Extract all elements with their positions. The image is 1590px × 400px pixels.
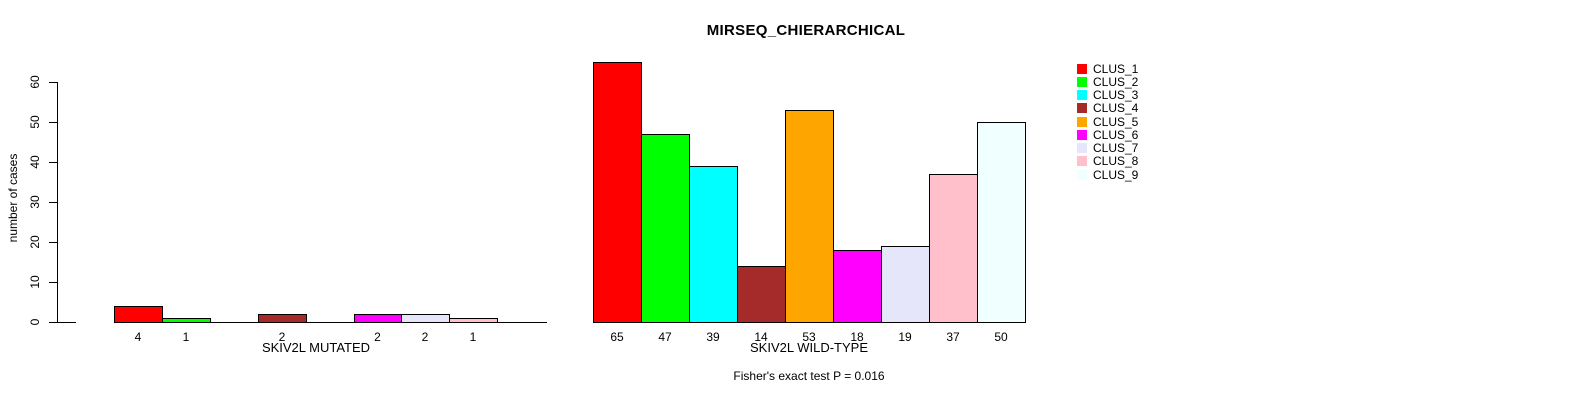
bar-clus_8 — [449, 318, 498, 323]
y-tick-mark — [49, 242, 57, 243]
legend-item-clus_4: CLUS_4 — [1077, 100, 1139, 115]
legend-swatch-icon — [1077, 116, 1087, 127]
y-tick-mark — [49, 162, 57, 163]
left-panel-baseline — [114, 322, 547, 323]
bar-clus_8 — [929, 174, 978, 323]
legend-swatch-icon — [1077, 129, 1087, 140]
bar-value-label: 50 — [994, 330, 1008, 344]
legend-swatch-icon — [1077, 155, 1087, 166]
legend-item-clus_3: CLUS_3 — [1077, 87, 1139, 102]
legend-swatch-icon — [1077, 76, 1087, 87]
legend-label: CLUS_8 — [1093, 153, 1139, 168]
legend-label: CLUS_1 — [1093, 61, 1139, 76]
legend-swatch-icon — [1077, 63, 1087, 74]
bar-clus_1 — [114, 306, 163, 323]
y-tick-label: 10 — [28, 275, 42, 289]
bar-value-label: 14 — [754, 330, 768, 344]
bar-value-label: 18 — [850, 330, 864, 344]
bar-clus_4 — [258, 314, 307, 323]
bar-value-label: 37 — [946, 330, 960, 344]
bar-clus_5 — [785, 110, 834, 323]
legend-label: CLUS_2 — [1093, 74, 1139, 89]
y-tick-mark — [49, 82, 57, 83]
y-tick-label: 20 — [28, 235, 42, 249]
left-panel-x-label: SKIV2L MUTATED — [261, 340, 371, 355]
bar-value-label: 2 — [278, 330, 286, 344]
bar-value-label: 2 — [374, 330, 381, 344]
bar-clus_2 — [162, 318, 211, 323]
chart-title: MIRSEQ_CHIERARCHICAL — [706, 22, 906, 39]
legend-label: CLUS_9 — [1093, 167, 1139, 182]
bar-value-label: 47 — [658, 330, 672, 344]
bar-value-label: 1 — [182, 330, 190, 344]
y-tick-mark — [49, 202, 57, 203]
fisher-test-annotation: Fisher's exact test P = 0.016 — [733, 369, 885, 383]
y-tick-mark — [49, 282, 57, 283]
legend-item-clus_8: CLUS_8 — [1077, 153, 1139, 168]
bar-value-label: 1 — [469, 330, 477, 344]
y-tick-label: 50 — [28, 115, 42, 129]
legend-label: CLUS_3 — [1093, 87, 1139, 102]
right-panel-x-label: SKIV2L WILD-TYPE — [750, 340, 868, 355]
bar-clus_6 — [833, 250, 882, 323]
y-tick-mark — [49, 322, 57, 323]
legend-item-clus_6: CLUS_6 — [1077, 127, 1139, 142]
bar-clus_9 — [977, 122, 1026, 323]
legend-swatch-icon — [1077, 89, 1087, 100]
y-axis-title: number of cases — [6, 153, 20, 243]
legend-label: CLUS_4 — [1093, 100, 1139, 115]
y-tick-label: 40 — [28, 155, 42, 169]
bar-value-label: 39 — [706, 330, 720, 344]
legend-item-clus_1: CLUS_1 — [1077, 61, 1139, 76]
bar-value-label: 19 — [898, 330, 912, 344]
legend-item-clus_9: CLUS_9 — [1077, 167, 1139, 182]
bar-clus_6 — [354, 314, 402, 323]
bar-value-label: 65 — [610, 330, 624, 344]
legend-item-clus_5: CLUS_5 — [1077, 114, 1139, 129]
bar-clus_2 — [641, 134, 690, 323]
bar-value-label: 4 — [134, 330, 142, 344]
x-axis-corner-stub — [57, 322, 76, 323]
y-tick-mark — [49, 122, 57, 123]
legend-swatch-icon — [1077, 142, 1087, 153]
legend-label: CLUS_6 — [1093, 127, 1139, 142]
bar-clus_7 — [401, 314, 450, 323]
bar-value-label: 53 — [802, 330, 816, 344]
bar-clus_7 — [881, 246, 930, 323]
legend-label: CLUS_7 — [1093, 140, 1139, 155]
legend-item-clus_7: CLUS_7 — [1077, 140, 1139, 155]
legend-swatch-icon — [1077, 102, 1087, 113]
bar-value-label: 2 — [421, 330, 429, 344]
legend-label: CLUS_5 — [1093, 114, 1139, 129]
bar-clus_4 — [737, 266, 786, 323]
legend-item-clus_2: CLUS_2 — [1077, 74, 1139, 89]
bar-clus_1 — [593, 62, 642, 323]
bar-clus_3 — [689, 166, 738, 323]
legend-swatch-icon — [1077, 169, 1087, 180]
y-tick-label: 60 — [28, 75, 42, 89]
y-tick-label: 30 — [28, 195, 42, 209]
y-tick-label: 0 — [28, 318, 42, 326]
y-axis-line — [57, 82, 58, 323]
